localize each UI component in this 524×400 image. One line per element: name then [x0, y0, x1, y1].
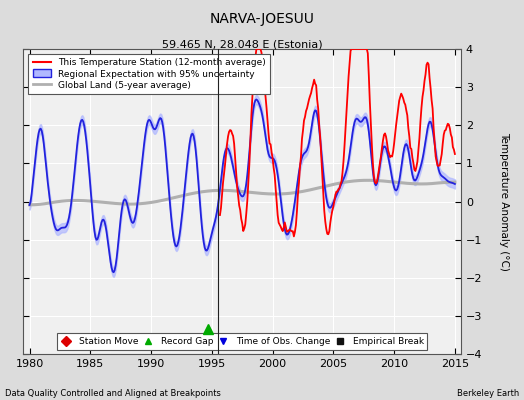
Text: Berkeley Earth: Berkeley Earth [456, 389, 519, 398]
Text: NARVA-JOESUU: NARVA-JOESUU [210, 12, 314, 26]
Title: 59.465 N, 28.048 E (Estonia): 59.465 N, 28.048 E (Estonia) [162, 39, 323, 49]
Legend: Station Move, Record Gap, Time of Obs. Change, Empirical Break: Station Move, Record Gap, Time of Obs. C… [57, 334, 428, 350]
Y-axis label: Temperature Anomaly (°C): Temperature Anomaly (°C) [499, 132, 509, 271]
Text: Data Quality Controlled and Aligned at Breakpoints: Data Quality Controlled and Aligned at B… [5, 389, 221, 398]
